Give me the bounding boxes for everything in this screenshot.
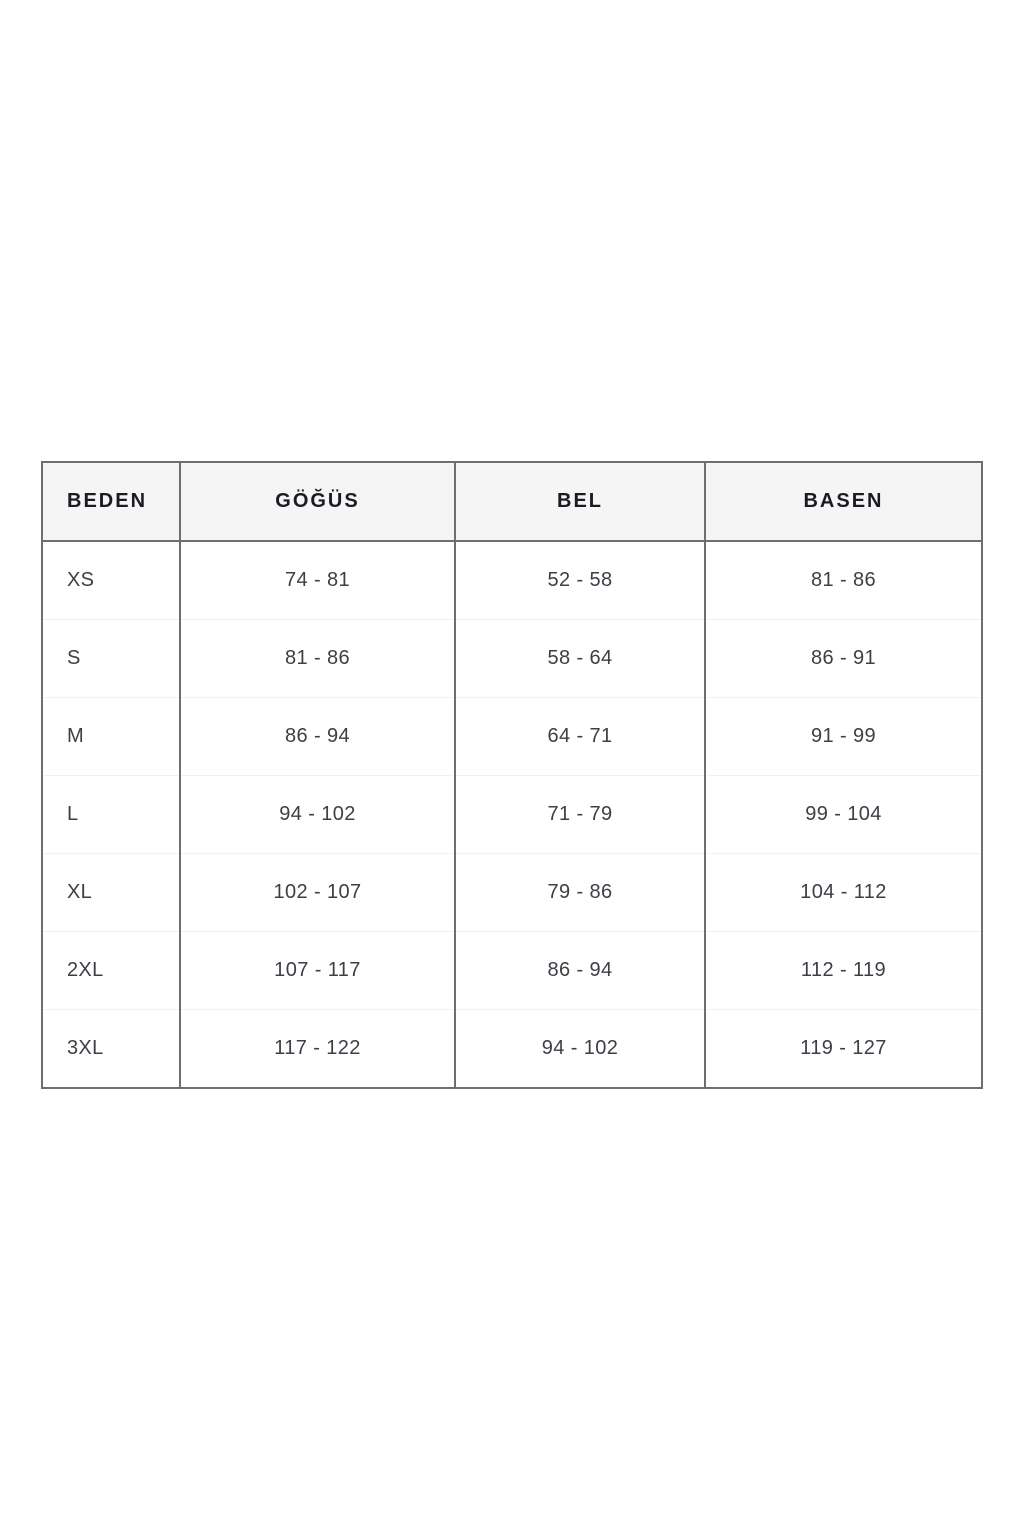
cell-gogus: 86 - 94 [180, 697, 456, 776]
cell-beden: 2XL [43, 931, 181, 1010]
table-row: XS 74 - 81 52 - 58 81 - 86 [43, 541, 981, 620]
cell-gogus: 107 - 117 [180, 931, 456, 1010]
size-chart-table: BEDEN GÖĞÜS BEL BASEN XS 74 - 81 52 - 58… [43, 463, 981, 1087]
cell-beden: M [43, 697, 181, 776]
cell-basen: 86 - 91 [705, 619, 981, 698]
cell-beden: XS [43, 541, 181, 620]
table-row: L 94 - 102 71 - 79 99 - 104 [43, 775, 981, 854]
table-header-row: BEDEN GÖĞÜS BEL BASEN [43, 463, 981, 542]
cell-gogus: 117 - 122 [180, 1009, 456, 1087]
cell-bel: 79 - 86 [455, 853, 706, 932]
table-header: BEDEN GÖĞÜS BEL BASEN [43, 463, 981, 542]
cell-gogus: 81 - 86 [180, 619, 456, 698]
cell-bel: 94 - 102 [455, 1009, 706, 1087]
cell-beden: 3XL [43, 1009, 181, 1087]
column-header-basen: BASEN [705, 463, 981, 542]
cell-basen: 104 - 112 [705, 853, 981, 932]
table-row: XL 102 - 107 79 - 86 104 - 112 [43, 853, 981, 932]
column-header-gogus: GÖĞÜS [180, 463, 456, 542]
cell-gogus: 74 - 81 [180, 541, 456, 620]
table-row: S 81 - 86 58 - 64 86 - 91 [43, 619, 981, 698]
table-row: 3XL 117 - 122 94 - 102 119 - 127 [43, 1009, 981, 1087]
cell-bel: 86 - 94 [455, 931, 706, 1010]
cell-basen: 119 - 127 [705, 1009, 981, 1087]
cell-basen: 99 - 104 [705, 775, 981, 854]
cell-beden: L [43, 775, 181, 854]
table-row: 2XL 107 - 117 86 - 94 112 - 119 [43, 931, 981, 1010]
cell-bel: 71 - 79 [455, 775, 706, 854]
table-body: XS 74 - 81 52 - 58 81 - 86 S 81 - 86 58 … [43, 541, 981, 1087]
column-header-bel: BEL [455, 463, 706, 542]
cell-basen: 112 - 119 [705, 931, 981, 1010]
size-chart-container: BEDEN GÖĞÜS BEL BASEN XS 74 - 81 52 - 58… [41, 461, 983, 1089]
cell-bel: 52 - 58 [455, 541, 706, 620]
table-row: M 86 - 94 64 - 71 91 - 99 [43, 697, 981, 776]
cell-gogus: 94 - 102 [180, 775, 456, 854]
column-header-beden: BEDEN [43, 463, 181, 542]
cell-bel: 58 - 64 [455, 619, 706, 698]
cell-beden: S [43, 619, 181, 698]
cell-basen: 91 - 99 [705, 697, 981, 776]
cell-bel: 64 - 71 [455, 697, 706, 776]
cell-basen: 81 - 86 [705, 541, 981, 620]
cell-beden: XL [43, 853, 181, 932]
cell-gogus: 102 - 107 [180, 853, 456, 932]
